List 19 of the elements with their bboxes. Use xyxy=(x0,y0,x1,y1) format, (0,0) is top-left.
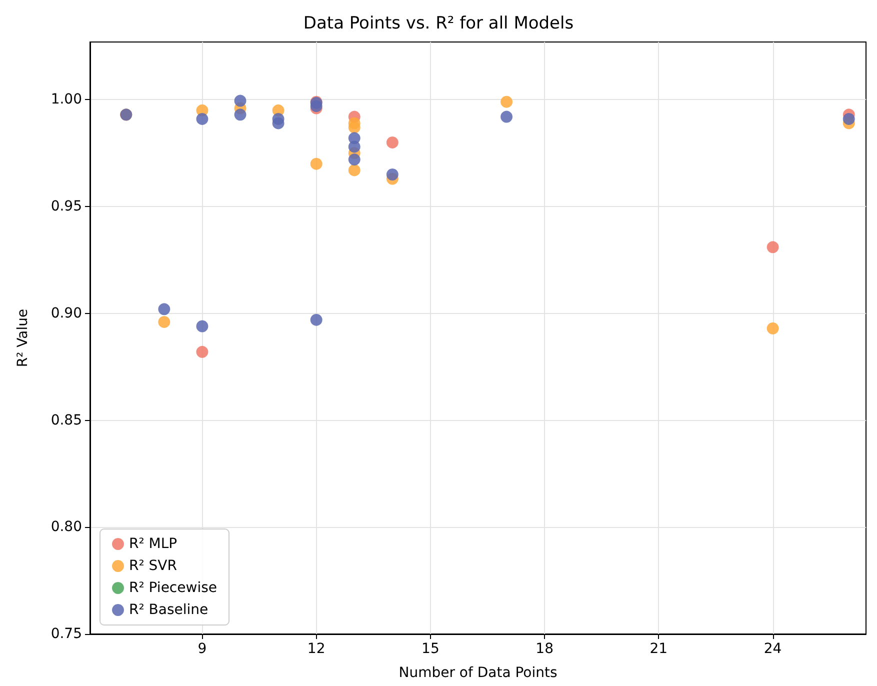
x-tick-label: 12 xyxy=(307,641,326,657)
x-tick-label: 24 xyxy=(764,641,782,657)
x-tick-label: 18 xyxy=(536,641,554,657)
y-tick-label: 0.85 xyxy=(50,412,82,428)
x-tick-label: 9 xyxy=(198,641,207,657)
legend-label: R² Piecewise xyxy=(129,580,217,596)
x-tick-label: 21 xyxy=(650,641,668,657)
y-tick-label: 1.00 xyxy=(50,92,82,108)
y-axis-title: R² Value xyxy=(15,308,31,368)
y-tick-label: 0.75 xyxy=(50,626,82,642)
legend-label: R² Baseline xyxy=(129,602,208,618)
legend-label: R² SVR xyxy=(129,558,178,574)
x-tick-label: 15 xyxy=(422,641,440,657)
chart-title: Data Points vs. R² for all Models xyxy=(303,14,574,34)
y-tick-label: 0.80 xyxy=(50,519,82,536)
x-axis-title: Number of Data Points xyxy=(398,665,558,681)
y-tick-label: 0.95 xyxy=(50,198,82,215)
y-tick-label: 0.90 xyxy=(50,305,82,322)
legend-label: R² MLP xyxy=(129,536,178,552)
